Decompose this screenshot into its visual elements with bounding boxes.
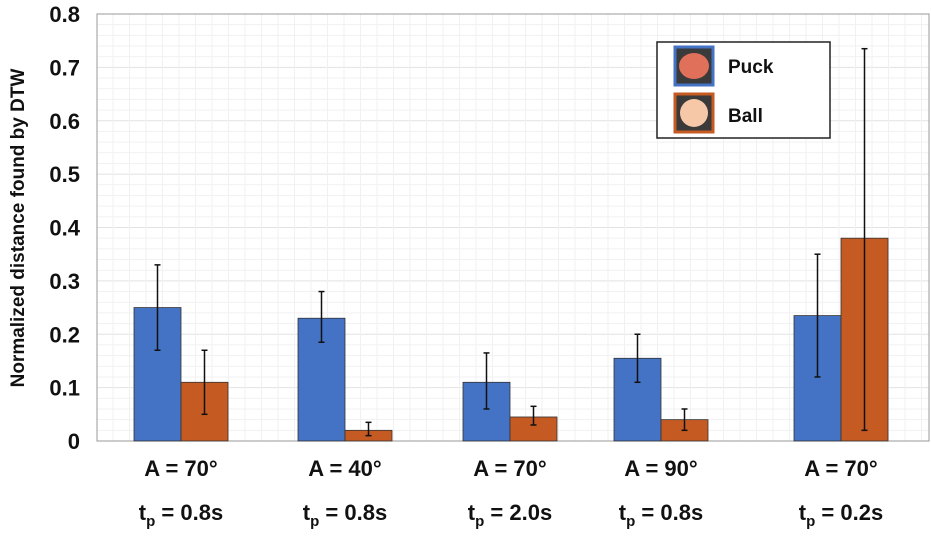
x-tick-label-tp: tp = 0.8s	[619, 500, 703, 530]
legend: Puck Ball	[656, 41, 831, 139]
x-tick-label-tp: tp = 2.0s	[468, 500, 552, 530]
y-tick-label: 0.4	[49, 216, 80, 241]
y-tick-label: 0	[68, 429, 80, 454]
x-tick-label-tp: tp = 0.8s	[303, 500, 387, 530]
x-tick-label: A = 70°	[473, 456, 546, 481]
y-tick-label: 0.5	[49, 162, 80, 187]
x-tick-label: A = 90°	[624, 456, 697, 481]
x-tick-label: A = 70°	[144, 456, 217, 481]
bars	[133, 47, 889, 442]
y-tick-label: 0.1	[49, 376, 80, 401]
x-tick-label: A = 40°	[308, 456, 381, 481]
x-axis: A = 70° tp = 0.8s A = 40° tp = 0.8s A = 70° t…	[139, 456, 883, 530]
legend-item-ball: Ball	[673, 92, 763, 134]
y-tick-label: 0.8	[49, 2, 80, 27]
y-tick-label: 0.2	[49, 322, 80, 347]
x-tick-label: A = 70°	[804, 456, 877, 481]
legend-label-ball: Ball	[728, 106, 763, 127]
ball-icon	[680, 99, 708, 127]
x-tick-label-tp: tp = 0.2s	[799, 500, 883, 530]
y-tick-label: 0.7	[49, 55, 80, 80]
y-tick-label: 0.6	[49, 109, 80, 134]
legend-item-puck: Puck	[673, 45, 774, 87]
legend-label-puck: Puck	[728, 57, 774, 78]
y-tick-label: 0.3	[49, 269, 80, 294]
puck-icon	[679, 53, 709, 79]
x-tick-label-tp: tp = 0.8s	[139, 500, 223, 530]
y-axis: 0 0.1 0.2 0.3 0.4 0.5 0.6 0.7 0.8	[49, 2, 80, 454]
y-axis-label: Normalized distance found by DTW	[8, 69, 29, 388]
